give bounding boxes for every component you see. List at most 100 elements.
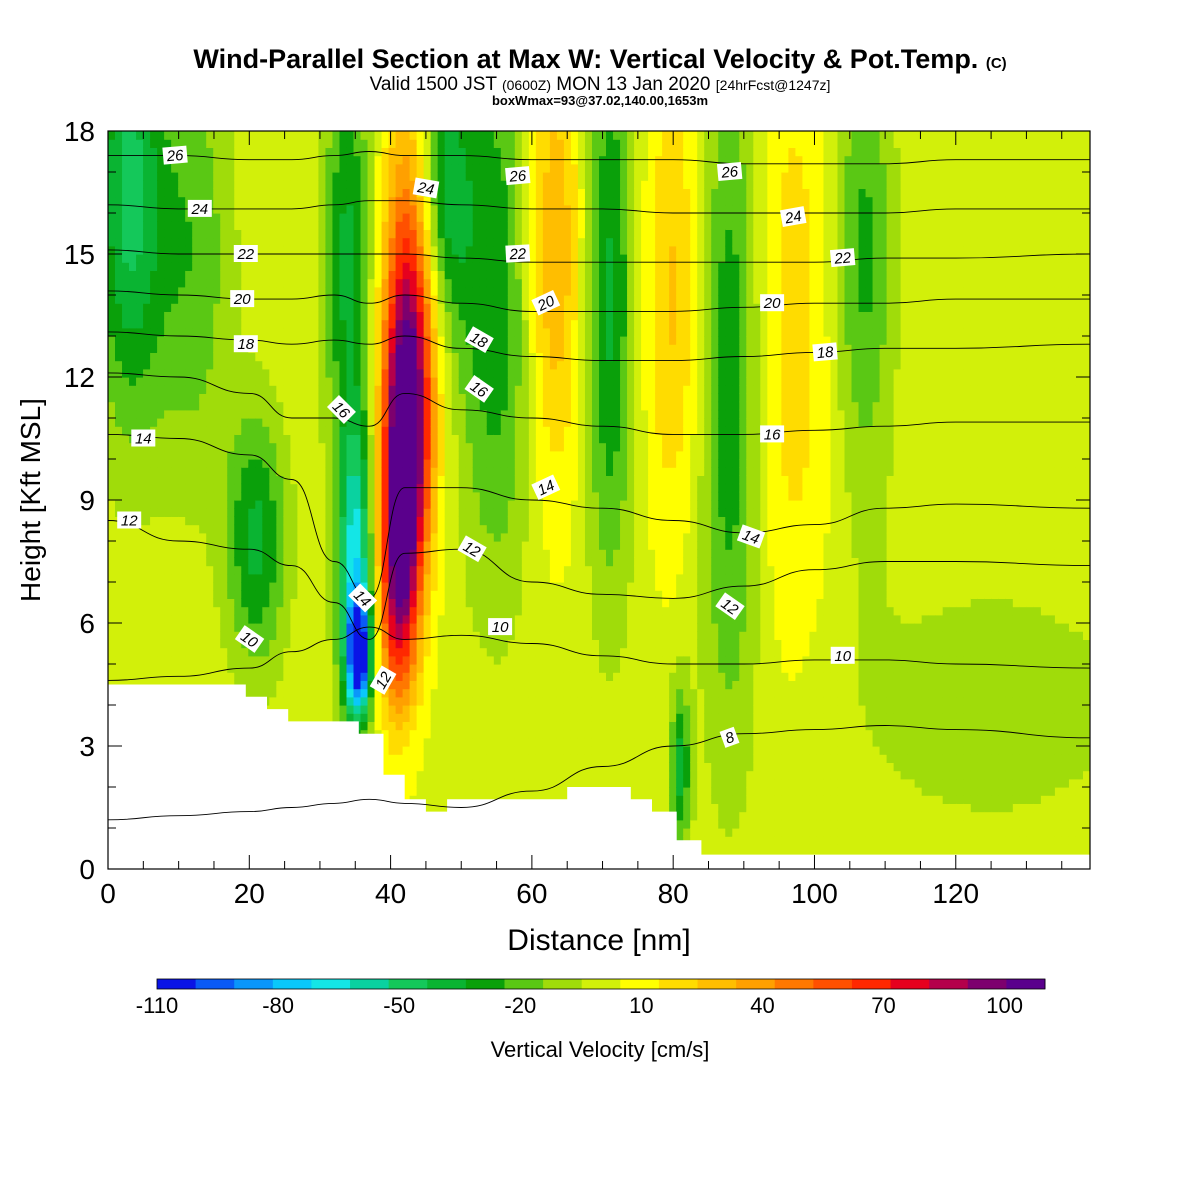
velocity-cell — [171, 237, 179, 247]
velocity-cell — [479, 213, 488, 222]
velocity-cell — [402, 639, 411, 649]
velocity-cell — [304, 262, 313, 271]
velocity-cell — [255, 598, 263, 608]
velocity-cell — [430, 524, 439, 534]
velocity-cell — [416, 770, 425, 780]
velocity-cell — [171, 565, 179, 575]
velocity-cell — [402, 606, 411, 616]
velocity-cell — [472, 557, 481, 567]
velocity-cell — [451, 516, 460, 526]
velocity-cell — [353, 368, 362, 378]
velocity-cell — [283, 426, 291, 435]
velocity-cell — [465, 213, 474, 222]
velocity-cell — [255, 409, 263, 419]
velocity-cell — [416, 778, 425, 788]
velocity-cell — [374, 295, 383, 304]
velocity-cell — [381, 524, 390, 534]
velocity-cell — [318, 459, 327, 468]
velocity-cell — [157, 508, 165, 517]
velocity-cell — [255, 475, 263, 485]
velocity-cell — [430, 713, 439, 722]
velocity-cell — [311, 385, 320, 394]
velocity-cell — [262, 327, 270, 337]
velocity-cell — [185, 664, 193, 673]
velocity-cell — [171, 631, 179, 640]
velocity-cell — [276, 319, 284, 329]
velocity-cell — [311, 344, 320, 353]
velocity-cell — [360, 688, 369, 698]
velocity-cell — [374, 549, 383, 558]
velocity-cell — [332, 639, 341, 649]
velocity-cell — [115, 360, 123, 370]
velocity-cell — [227, 426, 235, 435]
velocity-cell — [332, 131, 341, 140]
velocity-cell — [486, 131, 495, 140]
velocity-cell — [227, 475, 235, 485]
velocity-cell — [185, 213, 193, 222]
velocity-cell — [262, 532, 270, 542]
velocity-cell — [318, 139, 327, 148]
velocity-cell — [220, 483, 228, 493]
velocity-cell — [374, 573, 383, 583]
velocity-cell — [479, 565, 488, 575]
velocity-cell — [388, 286, 397, 296]
velocity-cell — [115, 204, 123, 214]
velocity-cell — [108, 418, 116, 427]
velocity-cell — [472, 655, 481, 665]
velocity-cell — [199, 598, 207, 608]
velocity-cell — [143, 221, 151, 230]
velocity-cell — [339, 606, 348, 616]
velocity-cell — [304, 131, 313, 140]
velocity-cell — [311, 368, 320, 378]
velocity-cell — [486, 286, 495, 296]
velocity-cell — [213, 516, 221, 526]
velocity-cell — [381, 647, 390, 657]
velocity-cell — [262, 385, 270, 394]
velocity-cell — [269, 491, 277, 501]
velocity-cell — [451, 688, 460, 698]
velocity-cell — [269, 172, 277, 181]
velocity-cell — [213, 606, 221, 616]
velocity-cell — [143, 180, 151, 189]
velocity-cell — [108, 598, 116, 608]
velocity-cell — [311, 245, 320, 255]
velocity-cell — [276, 680, 284, 690]
velocity-cell — [276, 614, 284, 624]
velocity-cell — [220, 606, 228, 616]
velocity-cell — [444, 377, 453, 386]
velocity-cell — [115, 155, 123, 165]
velocity-cell — [311, 188, 320, 198]
velocity-cell — [262, 262, 270, 271]
velocity-cell — [150, 573, 158, 583]
velocity-cell — [437, 705, 446, 714]
velocity-cell — [290, 524, 298, 534]
velocity-cell — [297, 270, 305, 280]
velocity-cell — [402, 614, 411, 624]
velocity-cell — [318, 196, 327, 206]
velocity-cell — [346, 557, 355, 567]
velocity-cell — [297, 229, 305, 239]
velocity-cell — [451, 360, 460, 370]
velocity-cell — [451, 262, 460, 271]
velocity-cell — [451, 278, 460, 288]
velocity-cell — [115, 295, 123, 304]
velocity-cell — [276, 500, 284, 509]
velocity-cell — [157, 565, 165, 575]
velocity-cell — [374, 541, 383, 550]
velocity-cell — [255, 532, 263, 542]
velocity-cell — [157, 549, 165, 558]
velocity-cell — [220, 155, 228, 165]
velocity-cell — [311, 516, 320, 526]
velocity-cell — [248, 598, 256, 608]
velocity-cell — [360, 664, 369, 673]
velocity-cell — [465, 647, 474, 657]
velocity-cell — [486, 139, 495, 148]
velocity-cell — [423, 778, 432, 788]
velocity-cell — [353, 565, 362, 575]
velocity-cell — [479, 401, 488, 411]
velocity-cell — [269, 180, 277, 189]
velocity-cell — [157, 229, 165, 239]
velocity-cell — [171, 491, 179, 501]
velocity-cell — [262, 598, 270, 608]
velocity-cell — [416, 573, 425, 583]
